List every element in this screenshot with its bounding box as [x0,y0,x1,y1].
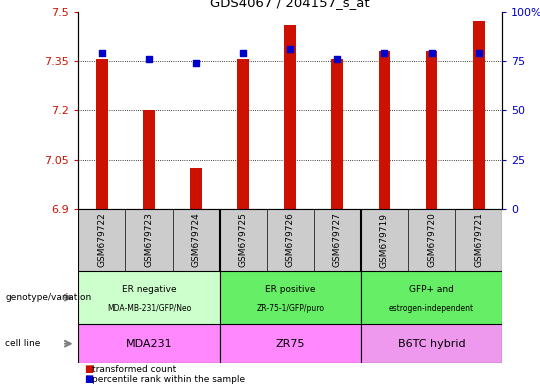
Point [98,50,106,56]
Bar [332,59,343,209]
Text: ER positive: ER positive [265,285,315,294]
Bar [379,51,390,209]
Text: GSM679724: GSM679724 [192,213,200,267]
Point [239,50,247,56]
Bar [426,51,437,209]
Text: GSM679727: GSM679727 [333,213,342,267]
Point [145,56,153,62]
Text: MDA-MB-231/GFP/Neo: MDA-MB-231/GFP/Neo [107,304,191,313]
Text: MDA231: MDA231 [126,339,172,349]
Text: GSM679723: GSM679723 [145,213,153,267]
Text: estrogen-independent: estrogen-independent [389,304,474,313]
Bar [96,59,108,209]
Text: ■: ■ [84,364,93,374]
Bar [361,271,502,324]
Text: GSM679726: GSM679726 [286,213,295,267]
Text: ER negative: ER negative [122,285,176,294]
Text: percentile rank within the sample: percentile rank within the sample [92,374,245,384]
Text: GSM679722: GSM679722 [97,213,106,267]
Bar [472,22,484,209]
Bar [361,324,502,363]
Bar [190,168,202,209]
Text: transformed count: transformed count [92,365,176,374]
Bar [237,59,249,209]
Point [474,50,483,56]
Bar [285,25,296,209]
Text: GSM679719: GSM679719 [380,212,389,268]
Text: GSM679725: GSM679725 [239,213,248,267]
Text: genotype/variation: genotype/variation [5,293,92,302]
Text: GFP+ and: GFP+ and [409,285,454,294]
Bar [143,111,155,209]
Title: GDS4067 / 204157_s_at: GDS4067 / 204157_s_at [211,0,370,9]
Point [333,56,342,62]
Point [192,60,200,66]
Text: ZR75: ZR75 [275,339,305,349]
Bar [220,324,361,363]
Bar [78,271,220,324]
Point [380,50,389,56]
Text: B6TC hybrid: B6TC hybrid [398,339,465,349]
Bar [220,271,361,324]
Text: cell line: cell line [5,339,41,348]
Text: GSM679720: GSM679720 [427,213,436,267]
Text: ZR-75-1/GFP/puro: ZR-75-1/GFP/puro [256,304,324,313]
Point [427,50,436,56]
Bar [78,324,220,363]
Text: GSM679721: GSM679721 [474,213,483,267]
Text: ■: ■ [84,374,93,384]
Point [286,46,295,52]
